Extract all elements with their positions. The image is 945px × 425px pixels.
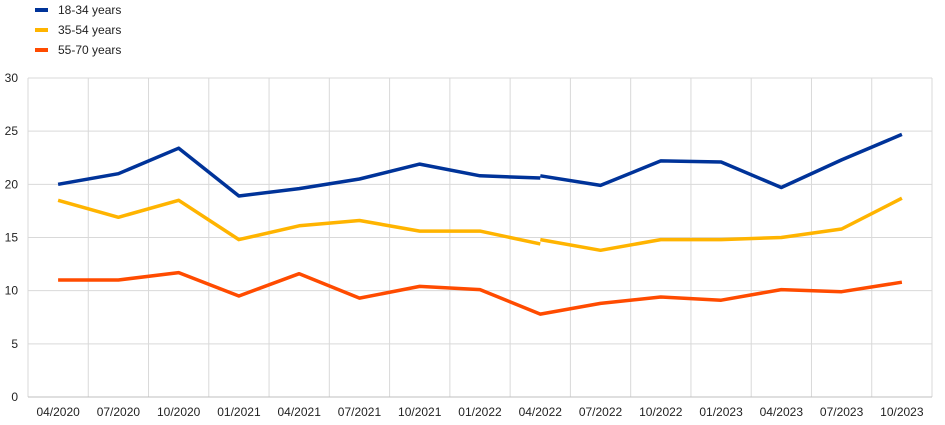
series-line-2-segment-0 xyxy=(58,270,903,316)
series-55-70-years xyxy=(58,270,903,316)
legend-label-18-34: 18-34 years xyxy=(58,3,122,17)
y-tick-label-10: 10 xyxy=(5,284,19,298)
y-tick-label-25: 25 xyxy=(5,124,19,138)
x-tick-label-10-2023: 10/2023 xyxy=(880,405,924,419)
legend-swatch-18-34 xyxy=(35,8,48,12)
series-line-0-segment-0 xyxy=(57,146,541,198)
chart-legend: 18-34 years 35-54 years 55-70 years xyxy=(35,0,121,60)
legend-item-55-70: 55-70 years xyxy=(35,40,121,60)
legend-item-18-34: 18-34 years xyxy=(35,0,121,20)
series-35-54-years xyxy=(57,196,903,253)
x-tick-label-01-2022: 01/2022 xyxy=(458,405,502,419)
series-line-1-segment-0 xyxy=(57,198,541,246)
x-tick-label-01-2023: 01/2023 xyxy=(699,405,743,419)
legend-swatch-55-70 xyxy=(35,48,48,52)
legend-label-55-70: 55-70 years xyxy=(58,43,122,57)
y-tick-label-5: 5 xyxy=(11,337,18,351)
x-tick-label-04-2020: 04/2020 xyxy=(36,405,80,419)
x-tick-label-07-2020: 07/2020 xyxy=(97,405,141,419)
x-tick-label-10-2021: 10/2021 xyxy=(398,405,442,419)
y-tick-label-20: 20 xyxy=(5,177,19,191)
y-tick-label-15: 15 xyxy=(5,231,19,245)
series-18-34-years xyxy=(57,132,903,198)
x-tick-label-07-2022: 07/2022 xyxy=(579,405,623,419)
series-line-0-segment-1 xyxy=(540,132,903,190)
legend-item-35-54: 35-54 years xyxy=(35,20,121,40)
series-layer xyxy=(57,132,903,316)
y-tick-label-30: 30 xyxy=(5,71,19,85)
x-tick-label-10-2022: 10/2022 xyxy=(639,405,683,419)
series-line-1-segment-1 xyxy=(539,196,903,253)
x-tick-label-07-2021: 07/2021 xyxy=(338,405,382,419)
legend-swatch-35-54 xyxy=(35,28,48,32)
y-tick-label-0: 0 xyxy=(11,390,18,404)
x-tick-label-01-2021: 01/2021 xyxy=(217,405,261,419)
x-tick-label-10-2020: 10/2020 xyxy=(157,405,201,419)
grid-layer xyxy=(27,77,933,397)
x-tick-label-04-2022: 04/2022 xyxy=(519,405,563,419)
x-tick-label-04-2021: 04/2021 xyxy=(278,405,322,419)
x-tick-label-07-2023: 07/2023 xyxy=(820,405,864,419)
axis-layer: 0 5 10 15 20 25 30 04/2020 07/2020 10/2020 01/2021… xyxy=(5,71,932,419)
legend-label-35-54: 35-54 years xyxy=(58,23,122,37)
x-tick-label-04-2023: 04/2023 xyxy=(760,405,804,419)
